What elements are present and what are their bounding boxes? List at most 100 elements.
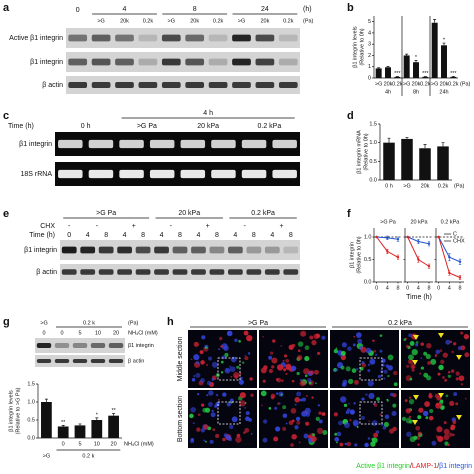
- group-label: >G: [40, 320, 48, 326]
- band: [241, 139, 267, 149]
- fluorescence-spot: [305, 421, 310, 426]
- arrowhead: [412, 360, 418, 365]
- fluorescence-spot: [387, 374, 390, 378]
- y-tick-label: 0.0: [27, 435, 35, 441]
- band: [180, 169, 206, 179]
- fluorescence-spot: [350, 411, 355, 415]
- condition-label: >G: [238, 18, 246, 24]
- fluorescence-spot: [208, 390, 214, 396]
- fluorescence-spot: [314, 369, 319, 375]
- y-tick-label: 4: [368, 30, 371, 36]
- fluorescence-spot: [304, 407, 311, 415]
- fluorescence-spot: [408, 354, 414, 361]
- fluorescence-spot: [392, 403, 397, 408]
- unit-label: (h): [303, 6, 312, 13]
- x-tick-label: 0: [437, 285, 440, 291]
- fluorescence-spot: [370, 441, 376, 447]
- band: [68, 81, 88, 89]
- fluorescence-spot: [275, 426, 281, 432]
- row-label: β1 integrin: [30, 59, 63, 66]
- fluorescence-spot: [271, 357, 278, 364]
- band: [119, 169, 144, 179]
- fluorescence-spot: [245, 411, 250, 416]
- fluorescence-spot: [387, 354, 394, 361]
- fluorescence-spot: [235, 436, 242, 443]
- x-tick-label: 5: [78, 441, 81, 447]
- bar: [385, 67, 391, 78]
- x-tick-label: 4: [417, 285, 420, 291]
- row-label: β actin: [36, 269, 57, 276]
- arrowhead: [438, 393, 444, 398]
- fluorescence-spot: [408, 415, 412, 419]
- fluorescence-spot: [263, 365, 268, 370]
- column-title: >G Pa: [248, 320, 268, 327]
- fluorescence-spot: [271, 365, 275, 369]
- time-label: 4: [123, 232, 127, 239]
- arrowhead: [438, 333, 444, 338]
- blot-image: [66, 28, 300, 48]
- band: [228, 246, 243, 254]
- fluorescence-spot: [206, 380, 212, 386]
- band: [191, 246, 206, 254]
- band: [58, 139, 83, 149]
- time-label: 4: [160, 232, 164, 239]
- fluorescence-spot: [356, 426, 359, 428]
- band: [208, 34, 228, 42]
- series-line: [376, 236, 399, 258]
- x-tick-label: >G: [403, 81, 411, 87]
- error-bar: [423, 144, 427, 149]
- fluorescence-spot: [445, 339, 451, 345]
- error-bar: [386, 66, 390, 68]
- condition-label: 0.2k: [213, 18, 224, 24]
- x-axis-label: NH₄Cl (mM): [124, 441, 154, 447]
- fluorescence-spot: [451, 350, 455, 354]
- fluorescence-spot: [275, 392, 279, 395]
- chx-mark: +: [279, 223, 283, 230]
- panel-letter: f: [347, 208, 351, 220]
- micrograph-content: [403, 331, 470, 386]
- fluorescence-spot: [229, 424, 234, 430]
- unit-label: (Pa): [454, 183, 465, 189]
- fluorescence-spot: [270, 395, 275, 400]
- fluorescence-spot: [189, 413, 194, 419]
- fluorescence-spot: [244, 427, 250, 433]
- point: [458, 276, 462, 279]
- column-label: 0.2 kPa: [258, 123, 282, 130]
- fluorescence-spot: [239, 376, 243, 380]
- fluorescence-spot: [321, 412, 326, 417]
- fluorescence-spot: [352, 343, 356, 347]
- band: [255, 58, 275, 66]
- fluorescence-spot: [415, 341, 419, 344]
- fluorescence-spot: [375, 430, 380, 434]
- fluorescence-spot: [207, 356, 213, 361]
- y-axis-label: (Relative to >G Pa): [15, 387, 21, 434]
- row-label: Active β1 integrin: [9, 35, 63, 42]
- fluorescence-spot: [322, 430, 328, 436]
- fluorescence-spot: [424, 401, 431, 407]
- chx-mark: -: [68, 223, 71, 230]
- fluorescence-spot: [315, 333, 321, 339]
- y-tick-label: 1.0: [364, 234, 372, 240]
- fluorescence-spot: [367, 369, 371, 373]
- time-label: 4: [197, 232, 201, 239]
- band: [90, 358, 106, 364]
- row-label: β1 integrin: [128, 343, 154, 349]
- band: [91, 58, 111, 66]
- fluorescence-spot: [197, 393, 200, 396]
- fluorescence-spot: [280, 393, 283, 396]
- band: [278, 58, 298, 66]
- fluorescence-spot: [304, 345, 310, 351]
- bar: [419, 148, 431, 180]
- fluorescence-spot: [439, 349, 443, 353]
- fluorescence-spot: [291, 379, 295, 383]
- fluorescence-spot: [236, 433, 241, 438]
- x-tick-label: 0.2k: [392, 81, 403, 87]
- band: [115, 34, 134, 42]
- band: [68, 58, 88, 66]
- fluorescence-spot: [226, 402, 231, 407]
- band: [272, 169, 297, 179]
- fluorescence-spot: [356, 367, 359, 371]
- micrograph-content: [189, 390, 254, 444]
- fluorescence-spot: [427, 361, 431, 365]
- fluorescence-spot: [348, 378, 354, 385]
